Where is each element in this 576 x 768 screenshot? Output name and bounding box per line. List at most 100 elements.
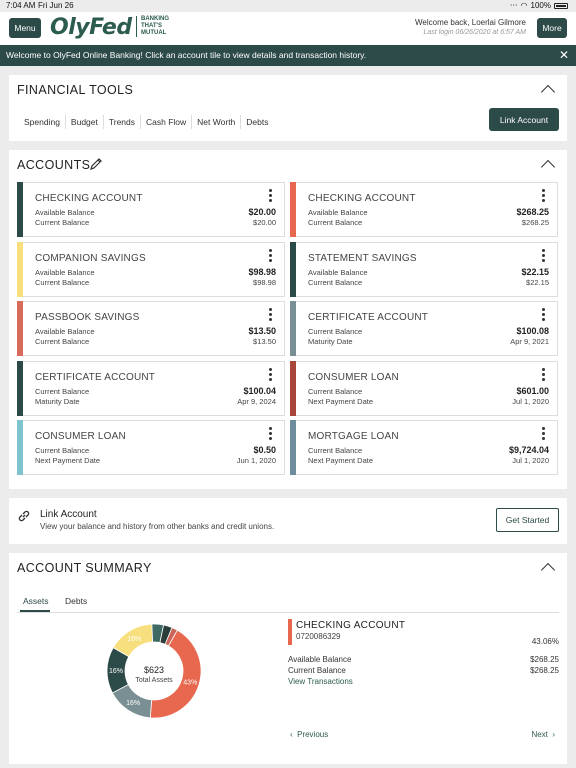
account-name: CERTIFICATE ACCOUNT [35, 371, 156, 383]
kebab-menu-icon[interactable] [542, 308, 545, 323]
account-color-stripe [290, 241, 296, 297]
account-color-stripe [17, 301, 23, 356]
account-color-stripe [290, 182, 296, 237]
account-tile[interactable]: STATEMENT SAVINGS Available Balance Curren… [290, 241, 558, 297]
account-value-1: $9,724.04 [508, 445, 549, 455]
tool-tab-budget[interactable]: Budget [66, 115, 104, 129]
next-button[interactable]: Next › [531, 730, 555, 739]
account-tile[interactable]: CONSUMER LOAN Current Balance Next Payment… [290, 360, 558, 416]
status-time: 7:04 AM [6, 1, 36, 10]
kebab-menu-icon[interactable] [542, 248, 545, 264]
close-icon[interactable]: ✕ [558, 48, 569, 62]
tool-tab-cash-flow[interactable]: Cash Flow [141, 115, 193, 129]
kebab-menu-icon[interactable] [269, 189, 272, 204]
link-account-button[interactable]: Link Account [489, 108, 559, 131]
account-value-2: $98.98 [253, 277, 276, 287]
account-label-1: Current Balance [308, 386, 363, 396]
kebab-menu-icon[interactable] [269, 248, 272, 264]
chevron-up-icon[interactable] [540, 562, 556, 578]
financial-tools-title: FINANCIAL TOOLS [17, 83, 134, 97]
donut-segment-label: 16% [127, 636, 141, 643]
welcome-banner: Welcome to OlyFed Online Banking! Click … [0, 45, 576, 66]
link-account-subtitle: View your balance and history from other… [40, 522, 275, 531]
pencil-icon[interactable] [89, 157, 103, 171]
kebab-menu-icon[interactable] [542, 427, 545, 442]
detail-percent: 43.06% [531, 637, 559, 646]
link-account-card: Link Account View your balance and histo… [9, 498, 567, 544]
account-tile[interactable]: MORTGAGE LOAN Current Balance Next Payment… [290, 420, 558, 475]
account-name: CONSUMER LOAN [308, 371, 399, 383]
chevron-up-icon[interactable] [540, 159, 556, 175]
account-value-1: $22.15 [521, 266, 549, 277]
kebab-menu-icon[interactable] [542, 189, 545, 204]
kebab-menu-icon[interactable] [542, 367, 545, 383]
account-color-stripe [17, 182, 23, 237]
app-header: Menu OlyFed BANKING THAT'S MUTUAL Welcom… [0, 12, 576, 45]
link-account-title: Link Account [40, 509, 97, 520]
logo-tagline: BANKING THAT'S MUTUAL [136, 16, 182, 37]
account-value-2: $22.15 [526, 277, 549, 287]
get-started-button[interactable]: Get Started [496, 508, 559, 532]
donut-segment[interactable] [149, 629, 202, 719]
detail-available-value: $268.25 [530, 655, 559, 664]
account-tile[interactable]: CERTIFICATE ACCOUNT Current Balance Maturi… [17, 360, 285, 416]
donut-segment-label: 16% [126, 700, 140, 707]
battery-icon [554, 2, 568, 9]
account-label-1: Current Balance [35, 446, 90, 455]
total-assets-value: $623 [143, 665, 165, 675]
account-tile[interactable]: CHECKING ACCOUNT Available Balance Current… [17, 182, 285, 237]
account-value-2: Apr 9, 2024 [237, 396, 276, 406]
account-tile[interactable]: CERTIFICATE ACCOUNT Current Balance Maturi… [290, 301, 558, 356]
account-color-stripe [17, 420, 23, 475]
tab-debts[interactable]: Debts [65, 596, 88, 606]
account-label-1: Current Balance [308, 327, 363, 336]
previous-button[interactable]: ‹ Previous [290, 730, 328, 739]
kebab-menu-icon[interactable] [269, 308, 272, 323]
account-tile[interactable]: CHECKING ACCOUNT Available Balance Current… [290, 182, 558, 237]
chevron-right-icon: › [547, 730, 555, 739]
account-label-2: Current Balance [35, 218, 90, 227]
account-label-1: Current Balance [308, 446, 363, 455]
chevron-left-icon: ‹ [290, 730, 298, 739]
account-value-1: $20.00 [248, 207, 276, 217]
account-summary-card: ACCOUNT SUMMARY Assets Debts 43% 16% 16% 16… [9, 553, 567, 764]
account-color-stripe [17, 241, 23, 297]
account-tile[interactable]: CONSUMER LOAN Current Balance Next Payment… [17, 420, 285, 475]
tool-tab-trends[interactable]: Trends [104, 115, 142, 129]
olyfed-logo: OlyFed [50, 15, 132, 40]
more-button[interactable]: More [537, 18, 567, 38]
detail-available-label: Available Balance [288, 655, 352, 664]
tab-assets[interactable]: Assets [23, 596, 49, 606]
chevron-up-icon[interactable] [540, 84, 556, 100]
account-label-2: Next Payment Date [308, 456, 374, 465]
account-label-1: Available Balance [35, 327, 95, 336]
account-name: CHECKING ACCOUNT [35, 193, 143, 204]
account-tile[interactable]: COMPANION SAVINGS Available Balance Curren… [17, 241, 285, 297]
menu-button[interactable]: Menu [9, 18, 41, 38]
account-summary-title: ACCOUNT SUMMARY [17, 561, 152, 575]
donut-segment[interactable] [164, 627, 178, 647]
view-transactions-link[interactable]: View Transactions [288, 677, 353, 686]
account-name: CHECKING ACCOUNT [308, 193, 416, 204]
tool-tab-spending[interactable]: Spending [19, 115, 66, 129]
account-value-1: $100.08 [516, 326, 549, 336]
assets-donut-chart[interactable]: 43% 16% 16% 16% [104, 621, 204, 721]
donut-segment-label: 43% [183, 680, 197, 687]
kebab-menu-icon[interactable] [269, 427, 272, 442]
account-value-2: Jul 1, 2020 [512, 456, 549, 465]
last-login-text: Last login 06/26/2020 at 6:57 AM [423, 29, 526, 36]
total-assets-label: Total Assets [135, 677, 173, 684]
account-value-1: $98.98 [248, 266, 276, 277]
account-label-1: Available Balance [35, 208, 95, 217]
kebab-menu-icon[interactable] [269, 367, 272, 383]
account-tile[interactable]: PASSBOOK SAVINGS Available Balance Current… [17, 301, 285, 356]
donut-segment-label: 16% [109, 668, 123, 675]
donut-center: $623 Total Assets [124, 665, 184, 684]
tool-tab-net-worth[interactable]: Net Worth [192, 115, 242, 129]
account-label-1: Available Balance [35, 267, 95, 277]
account-value-1: $0.50 [253, 445, 276, 455]
tool-tab-debts[interactable]: Debts [246, 117, 269, 127]
account-value-1: $268.25 [516, 207, 549, 217]
account-value-2: $13.50 [253, 337, 276, 346]
account-value-2: Jul 1, 2020 [512, 396, 549, 406]
